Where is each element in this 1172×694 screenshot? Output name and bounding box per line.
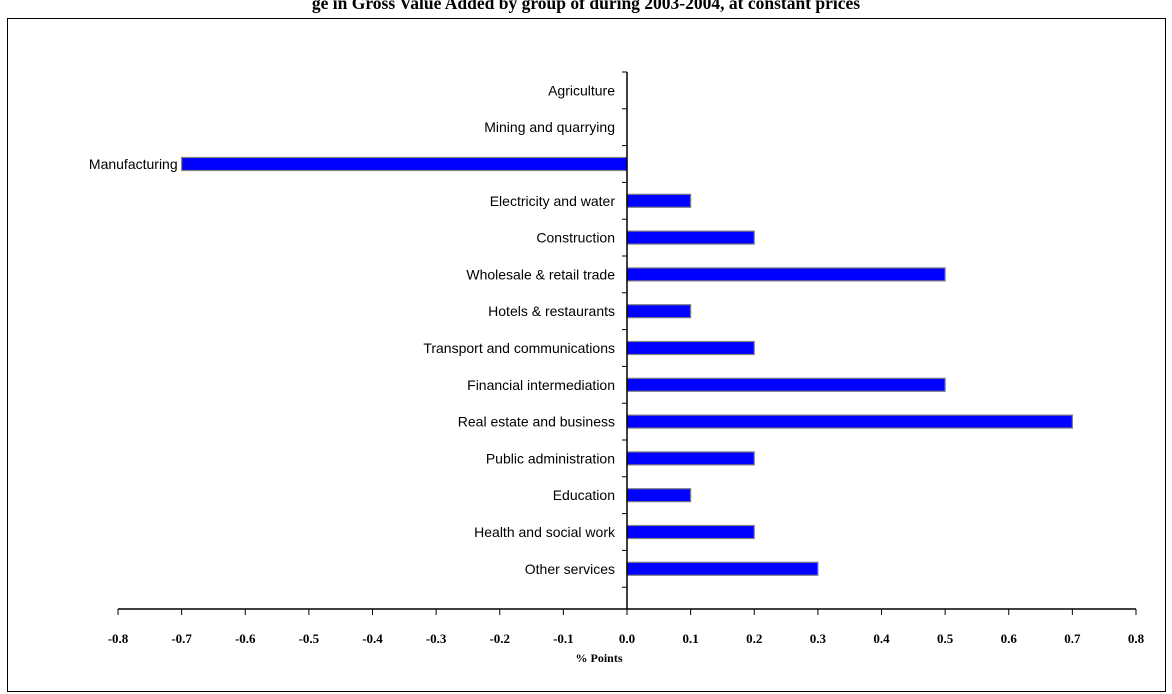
chart-frame <box>7 18 1166 692</box>
x-tick-label: -0.2 <box>489 631 510 646</box>
x-tick-label: 0.5 <box>937 631 954 646</box>
bar <box>626 230 755 245</box>
x-tick-label: -0.7 <box>171 631 192 646</box>
x-tick-label: 0.3 <box>810 631 827 646</box>
bar <box>626 561 819 576</box>
x-tick-label: 0.8 <box>1128 631 1145 646</box>
x-tick-label: -0.1 <box>553 631 574 646</box>
bar <box>626 377 946 392</box>
x-axis-ticks <box>117 609 1137 615</box>
category-label: Health and social work <box>474 524 616 540</box>
x-tick-label: 0.1 <box>683 631 699 646</box>
category-label: Transport and communications <box>423 340 615 356</box>
bar <box>181 156 628 172</box>
category-label: Mining and quarrying <box>484 119 615 135</box>
category-label: Hotels & restaurants <box>488 303 615 319</box>
category-label: Financial intermediation <box>467 377 615 393</box>
x-tick-label: 0.6 <box>1001 631 1018 646</box>
category-label: Education <box>553 487 615 503</box>
bar <box>626 451 755 466</box>
category-labels: Agriculture Mining and quarrying Manufactu… <box>89 82 616 576</box>
x-tick-label: 0.7 <box>1064 631 1081 646</box>
bar <box>626 267 946 282</box>
x-tick-label: -0.4 <box>362 631 383 646</box>
category-label: Electricity and water <box>490 193 616 209</box>
x-tick-label: 0.0 <box>619 631 635 646</box>
category-label: Other services <box>525 561 615 577</box>
x-tick-label: -0.3 <box>426 631 447 646</box>
bar <box>626 304 692 319</box>
x-tick-label: 0.2 <box>746 631 762 646</box>
x-tick-label: -0.5 <box>299 631 320 646</box>
category-label: Construction <box>536 230 615 246</box>
category-label: Manufacturing <box>89 156 178 172</box>
bar <box>626 193 692 208</box>
chart-title: ge in Gross Value Added by group of duri… <box>311 0 861 13</box>
bar <box>626 524 755 540</box>
bar <box>626 414 1073 429</box>
y-axis-ticks <box>622 71 627 588</box>
category-label: Wholesale & retail trade <box>466 266 615 282</box>
x-tick-label: -0.8 <box>108 631 129 646</box>
x-tick-label: -0.6 <box>235 631 256 646</box>
bar <box>626 340 755 356</box>
x-axis-title: % Points <box>575 651 622 665</box>
x-tick-label: 0.4 <box>873 631 890 646</box>
category-label: Real estate and business <box>458 414 615 430</box>
x-tick-labels: -0.8 -0.7 -0.6 -0.5 -0.4 -0.3 -0.2 -0.1 0.0 0.1 0.… <box>108 631 1145 646</box>
bar <box>626 488 692 503</box>
category-label: Agriculture <box>548 82 615 98</box>
category-label: Public administration <box>486 450 615 466</box>
